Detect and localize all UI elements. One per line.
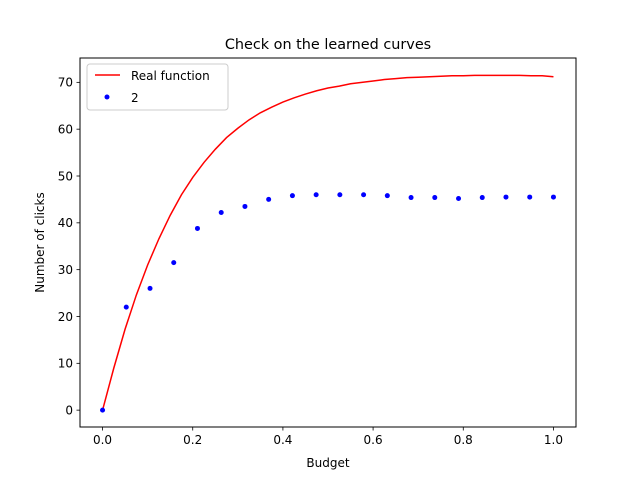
plot-frame <box>79 57 577 428</box>
series-2-point <box>266 196 272 202</box>
series-2-point <box>147 285 153 291</box>
series-2-point <box>361 192 367 198</box>
series-2-point <box>503 194 509 200</box>
real-function-line <box>101 74 554 411</box>
chart-title: Check on the learned curves <box>225 37 431 53</box>
y-tick-label: 50 <box>58 169 73 183</box>
series-2-point <box>123 304 129 310</box>
y-tick-label: 70 <box>58 76 73 90</box>
legend-label-real-function: Real function <box>131 69 210 83</box>
x-tick-label: 0.6 <box>364 433 383 447</box>
y-tick-label: 60 <box>58 122 73 136</box>
y-tick-label: 40 <box>58 216 73 230</box>
series-2-point <box>384 193 390 199</box>
x-tick-label: 0.4 <box>273 433 292 447</box>
y-tick-label: 0 <box>65 403 73 417</box>
series-2-point <box>313 192 319 198</box>
x-axis-ticks: 0.0 0.2 0.4 0.6 0.8 1.0 <box>93 427 563 447</box>
x-tick-label: 0.8 <box>454 433 473 447</box>
series-2-point <box>337 192 343 198</box>
y-axis-ticks: 0 10 20 30 40 50 60 70 <box>58 76 80 417</box>
y-tick-label: 30 <box>58 263 73 277</box>
series-2-point <box>194 225 200 231</box>
legend-label-series-2: 2 <box>131 91 139 105</box>
legend-box <box>86 63 229 111</box>
series-2-point <box>479 195 485 201</box>
legend: Real function 2 <box>86 63 229 111</box>
series-2-point <box>289 193 295 199</box>
series-2-point <box>408 195 414 201</box>
plot-area: 0.0 0.2 0.4 0.6 0.8 1.0 0 10 20 30 40 50 60 70 <box>58 57 577 447</box>
y-axis-label: Number of clicks <box>33 192 47 292</box>
series-2-point <box>527 194 533 200</box>
y-tick-label: 10 <box>58 357 73 371</box>
series-2-point <box>218 210 224 216</box>
legend-dot-swatch <box>104 94 110 100</box>
x-tick-label: 0.2 <box>183 433 202 447</box>
series-2-point <box>456 195 462 201</box>
x-tick-label: 1.0 <box>544 433 563 447</box>
x-axis-label: Budget <box>306 456 349 470</box>
series-2-point <box>550 194 556 200</box>
series-2-point <box>242 203 248 209</box>
series-layer <box>100 74 556 413</box>
series-2-point <box>100 407 106 413</box>
y-tick-label: 20 <box>58 310 73 324</box>
series-2-point <box>432 195 438 201</box>
series-2-point <box>171 260 177 266</box>
x-tick-label: 0.0 <box>93 433 112 447</box>
